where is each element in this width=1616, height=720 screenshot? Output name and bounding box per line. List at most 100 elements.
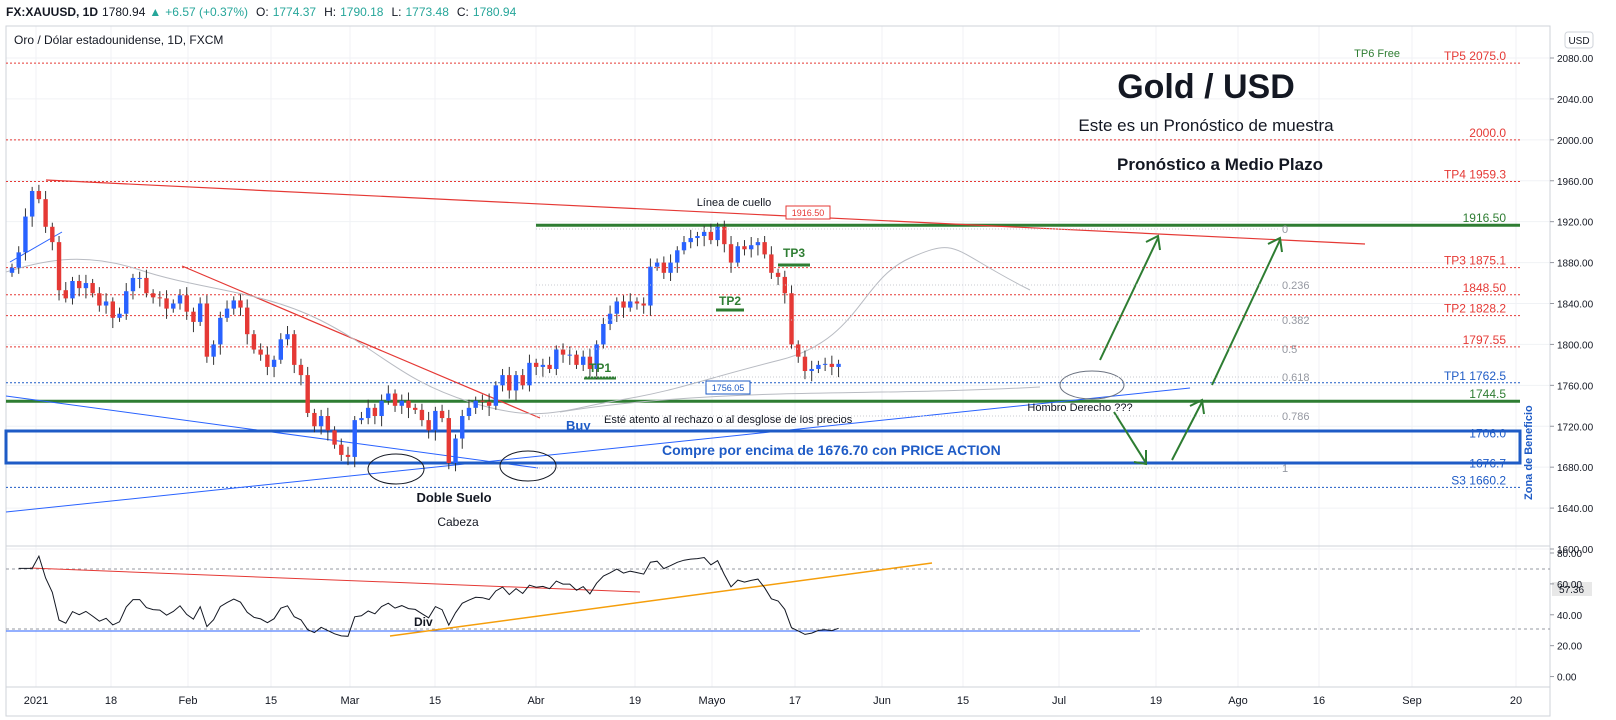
candle-body bbox=[446, 418, 451, 464]
price-tick-label: 1840.00 bbox=[1557, 300, 1594, 311]
close-value: 1780.94 bbox=[472, 5, 517, 19]
level-label: S3 1660.2 bbox=[1451, 473, 1506, 487]
candle-body bbox=[70, 280, 75, 299]
candle-body bbox=[157, 297, 163, 299]
candle-body bbox=[365, 407, 371, 419]
time-tick-label: 15 bbox=[957, 695, 969, 707]
price-tick-label: 1920.00 bbox=[1557, 218, 1594, 229]
candle-body bbox=[654, 262, 660, 267]
time-tick-label: Mayo bbox=[699, 695, 726, 707]
candle-body bbox=[278, 339, 283, 360]
fib-label: 0.618 bbox=[1282, 372, 1310, 384]
currency-button[interactable] bbox=[1564, 31, 1594, 49]
candle-body bbox=[681, 242, 687, 251]
low-label: L: bbox=[391, 5, 402, 19]
candle-body bbox=[419, 409, 425, 421]
price-tick-label: 1640.00 bbox=[1557, 504, 1594, 515]
candle-body bbox=[547, 364, 552, 369]
level-label: 2000.0 bbox=[1469, 126, 1506, 140]
time-tick-label: Sep bbox=[1402, 695, 1422, 707]
candle-body bbox=[265, 354, 270, 367]
candle-body bbox=[755, 242, 761, 246]
time-tick-label: 18 bbox=[105, 695, 117, 707]
last-price: 1780.94 bbox=[102, 5, 146, 19]
profit-zone-label: Zona de Beneficio bbox=[1523, 405, 1535, 500]
currency-button-label[interactable]: USD bbox=[1568, 36, 1589, 47]
candle-body bbox=[9, 267, 15, 273]
fib-label: 0.786 bbox=[1282, 411, 1310, 423]
candle-body bbox=[641, 303, 646, 306]
candle-body bbox=[372, 407, 378, 417]
candle-body bbox=[110, 301, 115, 318]
price-axis[interactable]: 2080.00 2040.00 2000.00 1960.00 1920.00 1880.… bbox=[1550, 54, 1594, 556]
time-axis[interactable]: 2021 18 Feb 15 Mar 15 Abr 19 Mayo 17 Jun 15 Jul 19 Ago… bbox=[24, 695, 1522, 707]
candle-body bbox=[332, 430, 337, 445]
candle-body bbox=[836, 363, 841, 367]
candle-body bbox=[675, 250, 680, 263]
neckline-value-box bbox=[785, 205, 831, 220]
time-tick-label: 2021 bbox=[24, 695, 48, 707]
candle-body bbox=[103, 301, 109, 306]
level-label: 1848.50 bbox=[1463, 281, 1507, 295]
rsi-resistance-line bbox=[29, 567, 641, 593]
candle-body bbox=[56, 242, 62, 291]
double-bottom-circle-1 bbox=[367, 453, 425, 485]
candle-body bbox=[406, 400, 411, 408]
tp1-label: TP1 bbox=[589, 361, 611, 375]
price-tick-label: 1960.00 bbox=[1557, 177, 1594, 188]
buy-above-label: Compre por encima de 1676.70 con PRICE A… bbox=[662, 442, 1001, 458]
candle-body bbox=[507, 375, 512, 391]
price-tick-label: 1760.00 bbox=[1557, 381, 1594, 392]
buy-zone-box bbox=[4, 429, 1522, 465]
candle-body bbox=[480, 400, 485, 402]
rising-trendline-blue bbox=[5, 387, 1191, 513]
candle-body bbox=[50, 226, 55, 243]
candle-body bbox=[318, 416, 324, 427]
candle-body bbox=[345, 454, 351, 457]
candlesticks bbox=[9, 184, 841, 472]
open-value: 1774.37 bbox=[272, 5, 317, 19]
price-tick-label: 1600.00 bbox=[1557, 545, 1594, 556]
neckline-value: 1916.50 bbox=[792, 208, 825, 218]
candle-body bbox=[802, 356, 808, 372]
price-chart[interactable]: Oro / Dólar estadounidense, 1D, FXCM USD bbox=[0, 24, 1616, 720]
big-title: Gold / USD bbox=[1117, 68, 1295, 106]
right-shoulder-circle bbox=[1059, 370, 1125, 400]
candle-body bbox=[191, 311, 196, 322]
candle-body bbox=[822, 363, 828, 365]
candle-body bbox=[789, 293, 794, 345]
candle-body bbox=[231, 300, 236, 309]
candle-body bbox=[177, 295, 183, 304]
time-tick-label: 19 bbox=[1150, 695, 1162, 707]
candle-body bbox=[83, 283, 89, 289]
buy-label: Buy bbox=[566, 418, 591, 433]
candle-body bbox=[312, 412, 317, 427]
time-tick-label: 20 bbox=[1510, 695, 1522, 707]
rsi-axis[interactable]: 80.00 60.00 40.00 20.00 0.00 bbox=[1550, 549, 1582, 684]
time-tick-label: Jul bbox=[1052, 695, 1066, 707]
moving-average-long bbox=[559, 386, 1041, 413]
fib-label: 0.382 bbox=[1282, 315, 1310, 327]
candle-body bbox=[379, 400, 384, 417]
candle-body bbox=[621, 301, 626, 308]
candle-body bbox=[735, 246, 740, 263]
falling-trendline bbox=[181, 265, 541, 419]
candle-body bbox=[574, 354, 579, 365]
candle-body bbox=[587, 356, 593, 369]
candle-body bbox=[171, 303, 176, 309]
level-label: TP6 Free bbox=[1354, 48, 1400, 60]
candle-body bbox=[130, 277, 136, 292]
candle-body bbox=[184, 295, 189, 312]
price-tick-label: 2080.00 bbox=[1557, 54, 1594, 65]
candle-body bbox=[466, 407, 472, 417]
rsi-tick-label: 0.00 bbox=[1557, 673, 1577, 684]
subtitle: Este es un Pronóstico de muestra bbox=[1078, 116, 1334, 135]
candle-body bbox=[97, 293, 102, 306]
candle-body bbox=[63, 290, 68, 299]
price-tick-label: 1680.00 bbox=[1557, 463, 1594, 474]
candle-body bbox=[144, 277, 149, 294]
time-tick-label: 17 bbox=[789, 695, 801, 707]
symbol-name[interactable]: FX:XAUUSD, 1D bbox=[6, 5, 99, 19]
rsi-tick-label: 80.00 bbox=[1557, 549, 1582, 560]
level-label: TP5 2075.0 bbox=[1444, 49, 1506, 63]
